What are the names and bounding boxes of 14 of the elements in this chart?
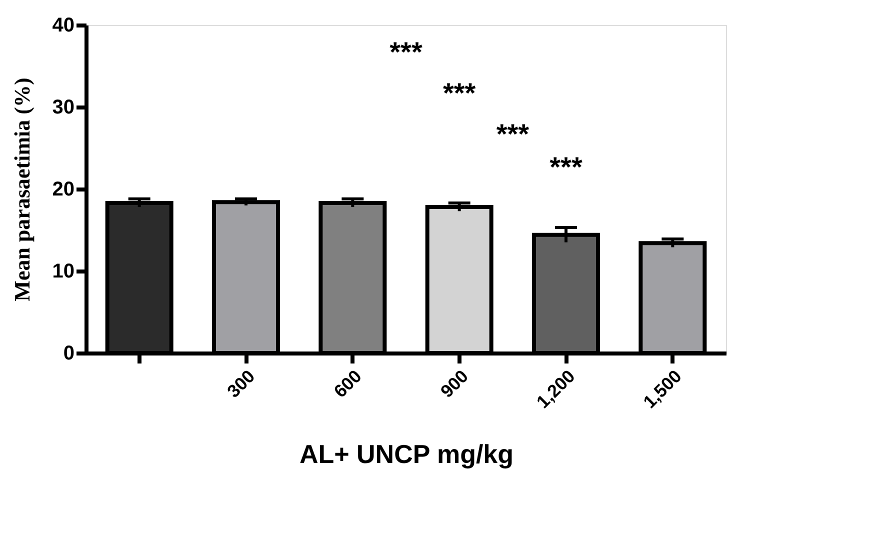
y-tick-label: 0 <box>63 342 74 364</box>
x-axis-title: AL+ UNCP mg/kg <box>299 439 514 470</box>
annotation: *** <box>390 36 422 68</box>
x-tick-label: 300 <box>223 366 259 402</box>
y-tick-label: 10 <box>52 260 74 282</box>
x-tick-label: 600 <box>330 366 366 402</box>
annotation: *** <box>496 118 530 150</box>
annotation: *** <box>442 78 476 109</box>
y-tick-label: 40 <box>52 14 74 36</box>
annotation: *** <box>550 152 582 182</box>
x-tick-label: 900 <box>436 366 472 402</box>
y-axis-title: Mean parasaetimia (%) <box>9 78 34 302</box>
y-tick-label: 20 <box>52 178 74 200</box>
y-tick-label: 30 <box>52 96 74 118</box>
